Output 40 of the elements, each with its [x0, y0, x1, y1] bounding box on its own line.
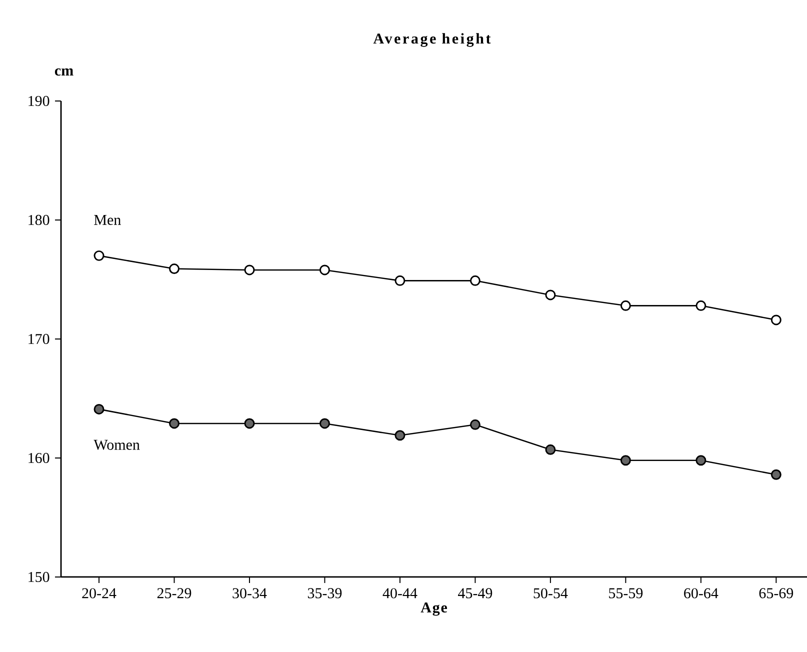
x-tick-label: 45-49: [458, 588, 492, 598]
y-tick-label: 160: [28, 452, 50, 464]
point: [545, 444, 556, 455]
x-tick-label: 25-29: [157, 588, 192, 598]
x-tick-label: 40-44: [382, 588, 418, 598]
series-label: Men: [94, 214, 121, 225]
point: [168, 264, 180, 274]
y-tick-label: 170: [28, 334, 50, 344]
point: [620, 455, 631, 466]
point: [394, 275, 406, 286]
x-tick-label: 65-69: [759, 588, 794, 598]
point: [696, 455, 706, 466]
point: [94, 404, 104, 414]
y-tick-label: 180: [28, 214, 50, 226]
x-tick-label: 30-34: [232, 588, 267, 598]
x-tick-label: 20-24: [82, 588, 116, 598]
point: [545, 290, 556, 300]
chart-title: Average height: [373, 33, 491, 47]
point: [319, 264, 330, 276]
point: [770, 469, 782, 480]
point: [394, 430, 406, 441]
point: [770, 314, 782, 326]
point: [244, 264, 255, 276]
point: [620, 300, 631, 311]
x-tick-label: 50-54: [534, 588, 568, 598]
point: [470, 275, 480, 286]
y-axis-title: cm: [54, 68, 74, 76]
x-tick-label: 60-64: [684, 588, 718, 598]
x-axis-title: Age: [420, 602, 448, 616]
x-tick-label: 35-39: [308, 588, 342, 598]
point: [696, 300, 706, 311]
series-label: Women: [94, 440, 140, 450]
y-tick-label: 150: [28, 572, 50, 582]
point: [470, 419, 480, 430]
point: [244, 418, 255, 429]
point: [319, 418, 330, 429]
y-tick-label: 190: [28, 96, 50, 106]
point: [168, 418, 180, 429]
x-tick-label: 55-59: [609, 588, 643, 598]
point: [94, 250, 104, 261]
